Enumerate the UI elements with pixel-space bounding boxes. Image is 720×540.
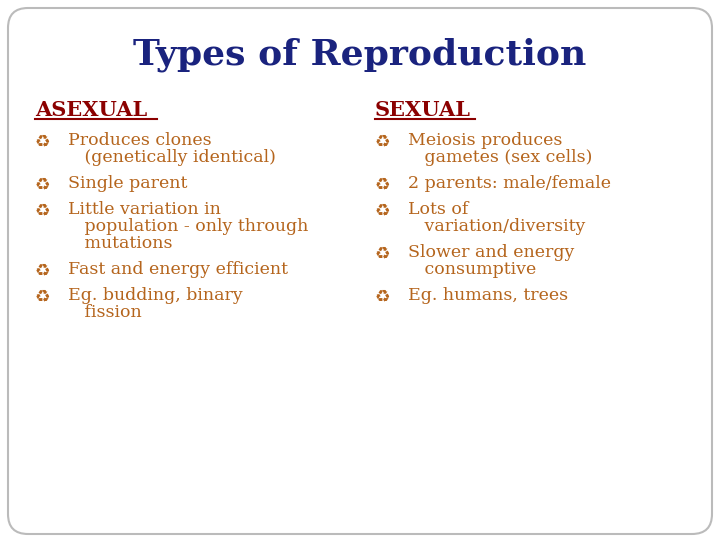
Text: ♻: ♻ — [375, 175, 391, 193]
Text: ♻: ♻ — [35, 261, 50, 279]
Text: ♻: ♻ — [35, 175, 50, 193]
Text: Types of Reproduction: Types of Reproduction — [133, 38, 587, 72]
Text: ♻: ♻ — [35, 132, 50, 150]
Text: ♻: ♻ — [375, 244, 391, 262]
Text: variation/diversity: variation/diversity — [408, 218, 585, 235]
Text: ♻: ♻ — [35, 201, 50, 219]
Text: 2 parents: male/female: 2 parents: male/female — [408, 175, 611, 192]
Text: ♻: ♻ — [35, 287, 50, 305]
Text: consumptive: consumptive — [408, 261, 536, 278]
Text: Meiosis produces: Meiosis produces — [408, 132, 562, 149]
Text: Little variation in: Little variation in — [68, 201, 221, 218]
Text: SEXUAL: SEXUAL — [375, 100, 471, 120]
Text: mutations: mutations — [68, 235, 173, 252]
Text: (genetically identical): (genetically identical) — [68, 149, 276, 166]
Text: ♻: ♻ — [375, 287, 391, 305]
Text: gametes (sex cells): gametes (sex cells) — [408, 149, 593, 166]
Text: Single parent: Single parent — [68, 175, 187, 192]
Text: Lots of: Lots of — [408, 201, 469, 218]
Text: Produces clones: Produces clones — [68, 132, 212, 149]
Text: ♻: ♻ — [375, 201, 391, 219]
Text: Slower and energy: Slower and energy — [408, 244, 575, 261]
Text: ♻: ♻ — [375, 132, 391, 150]
Text: ASEXUAL: ASEXUAL — [35, 100, 148, 120]
Text: fission: fission — [68, 304, 142, 321]
Text: population - only through: population - only through — [68, 218, 308, 235]
Text: Eg. humans, trees: Eg. humans, trees — [408, 287, 568, 304]
Text: Fast and energy efficient: Fast and energy efficient — [68, 261, 288, 278]
Text: Eg. budding, binary: Eg. budding, binary — [68, 287, 243, 304]
FancyBboxPatch shape — [8, 8, 712, 534]
